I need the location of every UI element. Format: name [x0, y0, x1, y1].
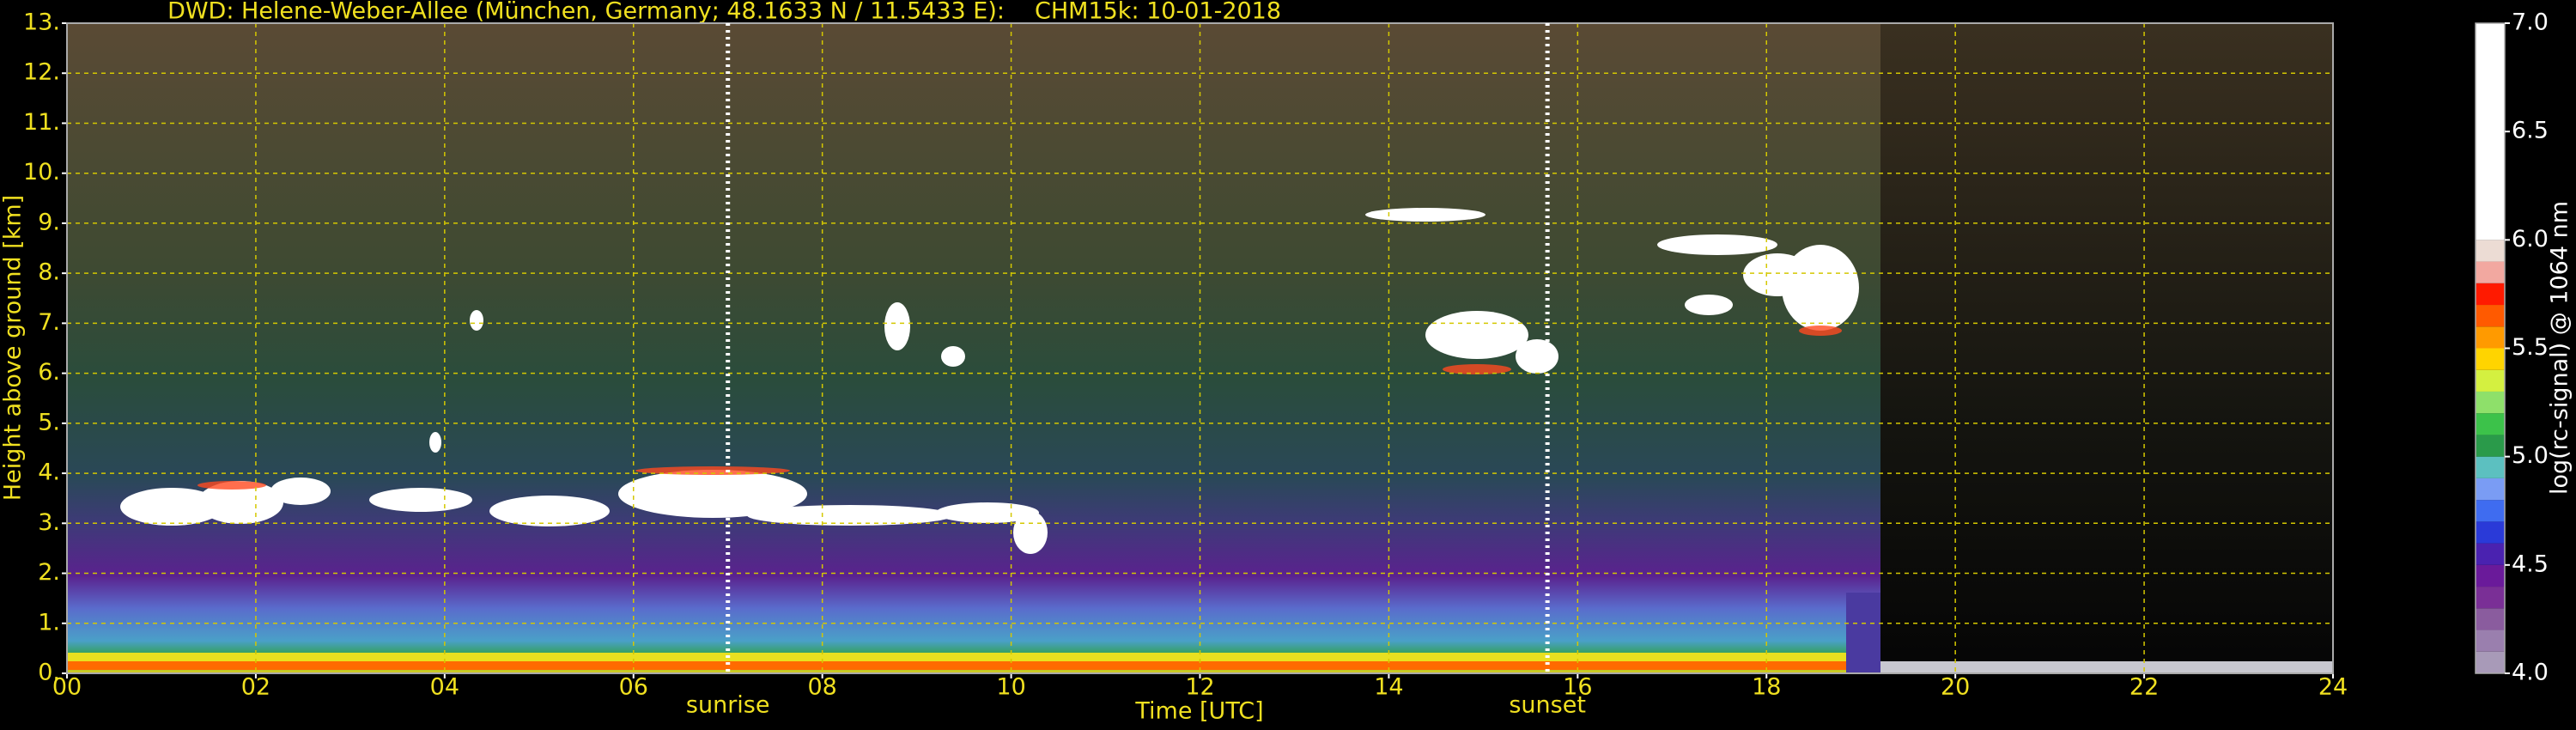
x-tick-label: 10	[996, 674, 1025, 701]
chart-subtitle: CHM15k: 10-01-2018	[1035, 0, 1281, 25]
backscatter-image	[67, 23, 2333, 673]
colorbar-level	[2476, 608, 2505, 630]
colorbar-level	[2476, 348, 2505, 370]
colorbar-tick-label: 4.5	[2512, 551, 2549, 577]
colorbar-level	[2476, 23, 2505, 240]
colorbar-level	[2476, 587, 2505, 609]
colorbar-level	[2476, 413, 2505, 435]
y-tick-label: 6.	[38, 359, 60, 386]
y-tick-label: 10.	[23, 159, 60, 186]
colorbar-label: log(rc-signal) @ 1064 nm	[2547, 201, 2573, 495]
colorbar-level	[2476, 305, 2505, 327]
x-tick-label: 04	[430, 674, 459, 701]
y-tick-label: 0.	[38, 660, 60, 686]
marker-label: sunset	[1509, 692, 1586, 719]
colorbar-tick-label: 4.0	[2512, 660, 2549, 686]
y-tick-label: 5.	[38, 409, 60, 435]
colorbar-level	[2476, 500, 2505, 522]
colorbar-level	[2476, 369, 2505, 392]
plot-frame	[66, 22, 2334, 674]
y-axis-label: Height above ground [km]	[0, 195, 27, 501]
colorbar-tick-label: 5.0	[2512, 442, 2549, 469]
colorbar-tick-label: 5.5	[2512, 334, 2549, 361]
colorbar-level	[2476, 543, 2505, 565]
y-tick-label: 2.	[38, 559, 60, 586]
x-tick-label: 18	[1752, 674, 1781, 701]
colorbar-level	[2476, 435, 2505, 457]
x-tick-label: 08	[807, 674, 836, 701]
colorbar-level	[2476, 261, 2505, 283]
y-tick-label: 9.	[38, 209, 60, 235]
colorbar-level	[2476, 564, 2505, 587]
colorbar-level	[2476, 478, 2505, 501]
colorbar-tick-label: 6.0	[2512, 226, 2549, 252]
y-tick-label: 1.	[38, 609, 60, 636]
colorbar-tick-label: 6.5	[2512, 118, 2549, 144]
y-tick-label: 7.	[38, 309, 60, 336]
colorbar-level	[2476, 630, 2505, 652]
colorbar-level	[2476, 456, 2505, 478]
colorbar-level	[2476, 283, 2505, 306]
x-tick-label: 22	[2129, 674, 2159, 701]
y-tick-label: 11.	[23, 109, 60, 136]
y-tick-label: 8.	[38, 259, 60, 286]
colorbar-level	[2476, 651, 2505, 673]
x-tick-label: 14	[1374, 674, 1403, 701]
x-tick-label: 06	[619, 674, 648, 701]
x-axis-label: Time [UTC]	[1134, 698, 1263, 725]
x-tick-label: 16	[1563, 674, 1592, 701]
colorbar-level	[2476, 240, 2505, 262]
y-tick-label: 13.	[23, 9, 60, 36]
chart-title: DWD: Helene-Weber-Allee (München, German…	[167, 0, 1005, 25]
colorbar-level	[2476, 326, 2505, 349]
x-tick-label: 20	[1941, 674, 1970, 701]
colorbar-level	[2476, 521, 2505, 544]
x-tick-label: 24	[2318, 674, 2348, 701]
y-tick-label: 3.	[38, 509, 60, 536]
x-tick-label: 02	[241, 674, 270, 701]
colorbar-level	[2476, 391, 2505, 414]
y-tick-label: 4.	[38, 459, 60, 486]
colorbar-tick-label: 7.0	[2512, 9, 2549, 36]
y-tick-label: 12.	[23, 59, 60, 86]
marker-label: sunrise	[686, 692, 770, 719]
x-tick-label: 00	[52, 674, 82, 701]
x-tick-label: 12	[1185, 674, 1214, 701]
